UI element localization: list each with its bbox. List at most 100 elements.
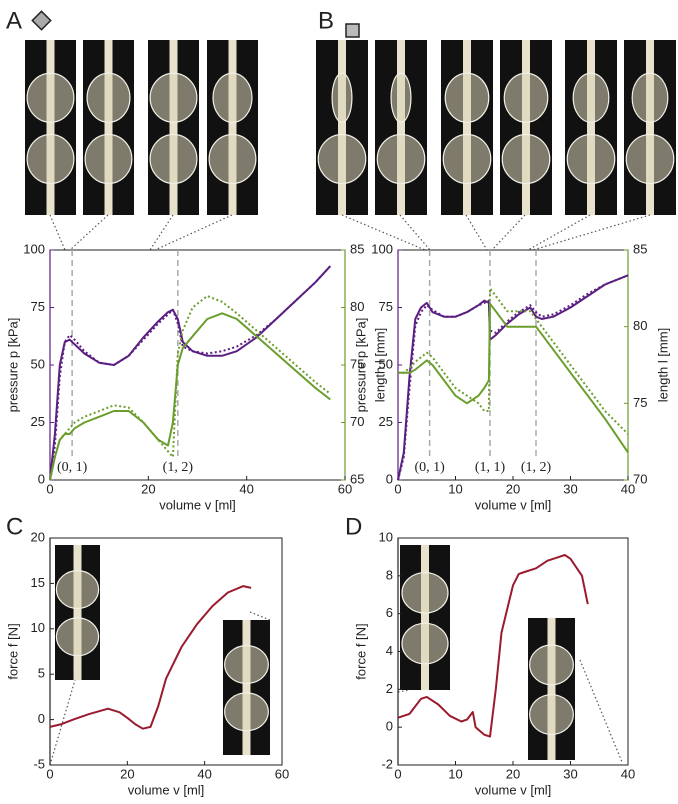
y2-tick-label: 85 — [350, 241, 364, 256]
annotation: (1, 1) — [475, 460, 506, 475]
photo-stem — [228, 40, 237, 215]
photo-balloon — [503, 72, 549, 123]
y-tick-label: 100 — [23, 241, 45, 256]
diamond-icon — [31, 10, 52, 31]
y-axis-label: pressure p [kPa] — [5, 318, 20, 413]
x-tick-label: 20 — [506, 766, 520, 781]
photo-balloon — [572, 72, 610, 123]
x-tick-label: 30 — [563, 766, 577, 781]
photo-balloon — [26, 133, 75, 185]
annotation: (1, 2) — [163, 460, 194, 475]
y-axis-label: force f [N] — [353, 623, 368, 679]
plot-frame — [49, 249, 346, 481]
y-tick-label: 0 — [386, 471, 393, 486]
photo-stem — [463, 40, 471, 215]
photo-balloon — [224, 692, 269, 732]
y-tick-label: 0 — [386, 719, 393, 734]
y-tick-label: -2 — [381, 756, 393, 771]
photo-balloon — [86, 72, 131, 123]
series-line — [49, 295, 331, 481]
photo-stem — [242, 620, 251, 755]
photo-balloon — [401, 571, 449, 614]
x-tick-label: 30 — [563, 481, 577, 496]
photo-stem — [397, 40, 405, 215]
y2-tick-label: 85 — [633, 241, 647, 256]
y-tick-label: -5 — [33, 756, 45, 771]
y-tick-label: 100 — [371, 241, 393, 256]
panel-label: B — [318, 7, 334, 34]
y-tick-label: 75 — [379, 299, 393, 314]
x-tick-label: 0 — [46, 766, 53, 781]
y2-tick-label: 70 — [350, 414, 364, 429]
x-tick-label: 40 — [239, 481, 253, 496]
series-line — [397, 274, 629, 481]
y-tick-label: 50 — [31, 356, 45, 371]
connectors — [49, 214, 651, 766]
series-line — [49, 585, 252, 730]
photo-balloon — [331, 72, 353, 123]
y2-tick-label: 75 — [633, 395, 647, 410]
x-tick-label: 20 — [141, 481, 155, 496]
y2-axis-label: length l [mm] — [655, 328, 670, 402]
y-axis-label: force f [N] — [5, 623, 20, 679]
photo-stem — [547, 618, 556, 760]
x-tick-label: 0 — [394, 481, 401, 496]
x-axis-label: volume v [ml] — [475, 782, 552, 797]
y-tick-label: 4 — [386, 643, 393, 658]
photo-balloon — [401, 622, 449, 665]
y-tick-label: 10 — [31, 620, 45, 635]
series-line — [397, 274, 629, 481]
photo-balloon — [149, 72, 198, 123]
y2-tick-label: 80 — [633, 318, 647, 333]
photo-stem — [169, 40, 178, 215]
photo-balloon — [317, 133, 367, 185]
x-tick-label: 20 — [506, 481, 520, 496]
photo-stem — [587, 40, 595, 215]
photo-balloon — [55, 570, 100, 610]
x-axis-label: volume v [ml] — [475, 497, 552, 512]
series-line — [397, 554, 589, 738]
y-tick-label: 2 — [386, 681, 393, 696]
y2-tick-label: 80 — [350, 299, 364, 314]
photo-balloon — [84, 133, 133, 185]
photo-stem — [646, 40, 654, 215]
photo-balloon — [631, 72, 669, 123]
photo-stem — [73, 545, 82, 680]
series-line — [49, 312, 331, 481]
annotation: (0, 1) — [57, 460, 88, 475]
y-tick-label: 50 — [379, 356, 393, 371]
x-axis-label: volume v [ml] — [128, 782, 205, 797]
photo-balloon — [224, 645, 269, 685]
series-line — [398, 287, 629, 435]
photo-balloon — [26, 72, 75, 123]
chart-panel: A 0 20 40 60 0 25 50 75 100 65 70 75 80 85 volume v [ml… — [5, 7, 387, 512]
y-tick-label: 25 — [379, 414, 393, 429]
photo-balloon — [212, 72, 253, 123]
x-tick-label: 60 — [338, 481, 352, 496]
y2-axis-label: length l [mm] — [372, 328, 387, 402]
y2-tick-label: 70 — [633, 471, 647, 486]
y-tick-label: 0 — [38, 711, 45, 726]
photo-balloon — [501, 133, 551, 185]
y2-tick-label: 75 — [350, 356, 364, 371]
y-tick-label: 8 — [386, 567, 393, 582]
photo-balloon — [149, 133, 198, 185]
photo-balloon — [442, 133, 492, 185]
x-tick-label: 60 — [275, 766, 289, 781]
square-icon — [345, 23, 360, 38]
markers — [31, 10, 360, 38]
annotation: (0, 1) — [414, 460, 445, 475]
x-tick-label: 40 — [197, 766, 211, 781]
photo-balloon — [625, 133, 675, 185]
y2-tick-label: 65 — [350, 471, 364, 486]
x-tick-label: 10 — [448, 766, 462, 781]
series-line — [49, 265, 332, 481]
panel-label: D — [345, 513, 362, 540]
y-tick-label: 15 — [31, 575, 45, 590]
photo-balloon — [529, 644, 574, 686]
y-tick-label: 6 — [386, 605, 393, 620]
photo-stem — [522, 40, 530, 215]
photo-balloon — [55, 617, 100, 657]
